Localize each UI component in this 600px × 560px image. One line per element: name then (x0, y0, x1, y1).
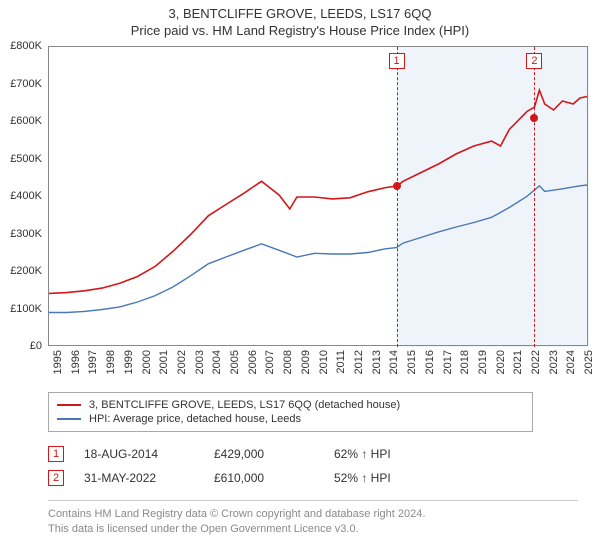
x-axis-label: 2005 (229, 350, 241, 390)
event-price: £610,000 (214, 471, 314, 485)
x-axis-label: 1998 (105, 350, 117, 390)
x-axis-label: 2024 (565, 350, 577, 390)
legend-label: HPI: Average price, detached house, Leed… (89, 413, 301, 425)
x-axis-label: 2021 (512, 350, 524, 390)
title-main: 3, BENTCLIFFE GROVE, LEEDS, LS17 6QQ (0, 6, 600, 21)
y-axis-label: £300K (0, 228, 42, 240)
x-axis-label: 2004 (211, 350, 223, 390)
y-axis-label: £100K (0, 303, 42, 315)
x-axis-label: 2016 (424, 350, 436, 390)
y-axis-label: £200K (0, 265, 42, 277)
x-axis-label: 2013 (371, 350, 383, 390)
x-axis-label: 2002 (176, 350, 188, 390)
event-dot (393, 182, 401, 190)
y-axis-label: £700K (0, 78, 42, 90)
x-axis-label: 1995 (52, 350, 64, 390)
footer-attribution: Contains HM Land Registry data © Crown c… (48, 500, 578, 537)
event-vline-label: 1 (389, 53, 405, 69)
event-vline (397, 47, 398, 347)
x-axis-label: 1997 (87, 350, 99, 390)
x-axis-label: 2009 (300, 350, 312, 390)
event-hpi: 62% ↑ HPI (334, 447, 391, 461)
title-sub: Price paid vs. HM Land Registry's House … (0, 23, 600, 38)
y-axis-label: £400K (0, 190, 42, 202)
x-axis-label: 2011 (335, 350, 347, 390)
event-marker-box: 2 (48, 470, 64, 486)
y-axis-label: £600K (0, 115, 42, 127)
x-axis-label: 2006 (247, 350, 259, 390)
legend-item: HPI: Average price, detached house, Leed… (57, 412, 524, 426)
x-axis-label: 2008 (282, 350, 294, 390)
series-price_paid (49, 90, 587, 293)
legend-item: 3, BENTCLIFFE GROVE, LEEDS, LS17 6QQ (de… (57, 398, 524, 412)
plot-frame: 12 (48, 46, 588, 346)
x-axis-label: 2025 (583, 350, 595, 390)
x-axis-label: 2007 (264, 350, 276, 390)
x-axis-label: 2015 (406, 350, 418, 390)
legend-swatch (57, 418, 81, 420)
y-axis-label: £500K (0, 153, 42, 165)
legend: 3, BENTCLIFFE GROVE, LEEDS, LS17 6QQ (de… (48, 392, 533, 432)
events-table: 1 18-AUG-2014 £429,000 62% ↑ HPI 2 31-MA… (48, 442, 391, 490)
x-axis-label: 2017 (442, 350, 454, 390)
event-row: 2 31-MAY-2022 £610,000 52% ↑ HPI (48, 466, 391, 490)
event-date: 31-MAY-2022 (84, 471, 194, 485)
x-axis-label: 1996 (70, 350, 82, 390)
y-axis-label: £800K (0, 40, 42, 52)
x-axis-label: 2023 (548, 350, 560, 390)
x-axis-label: 2001 (158, 350, 170, 390)
event-marker-box: 1 (48, 446, 64, 462)
x-axis-label: 2022 (530, 350, 542, 390)
x-axis-label: 2019 (477, 350, 489, 390)
x-axis-label: 2003 (194, 350, 206, 390)
series-hpi (49, 185, 587, 313)
titles: 3, BENTCLIFFE GROVE, LEEDS, LS17 6QQ Pri… (0, 0, 600, 40)
event-date: 18-AUG-2014 (84, 447, 194, 461)
y-axis-label: £0 (0, 340, 42, 352)
event-dot (530, 114, 538, 122)
event-vline-label: 2 (526, 53, 542, 69)
x-axis-label: 2018 (459, 350, 471, 390)
event-price: £429,000 (214, 447, 314, 461)
event-row: 1 18-AUG-2014 £429,000 62% ↑ HPI (48, 442, 391, 466)
x-axis-label: 1999 (123, 350, 135, 390)
footer-line: This data is licensed under the Open Gov… (48, 522, 578, 537)
event-hpi: 52% ↑ HPI (334, 471, 391, 485)
chart-area: 12 £0£100K£200K£300K£400K£500K£600K£700K… (48, 46, 588, 376)
x-axis-label: 2014 (388, 350, 400, 390)
footer-line: Contains HM Land Registry data © Crown c… (48, 507, 578, 522)
x-axis-label: 2012 (353, 350, 365, 390)
chart-lines-svg (49, 47, 589, 347)
chart-container: 3, BENTCLIFFE GROVE, LEEDS, LS17 6QQ Pri… (0, 0, 600, 560)
x-axis-label: 2010 (318, 350, 330, 390)
legend-swatch (57, 404, 81, 406)
legend-label: 3, BENTCLIFFE GROVE, LEEDS, LS17 6QQ (de… (89, 399, 400, 411)
x-axis-label: 2020 (495, 350, 507, 390)
event-vline (534, 47, 535, 347)
x-axis-label: 2000 (141, 350, 153, 390)
